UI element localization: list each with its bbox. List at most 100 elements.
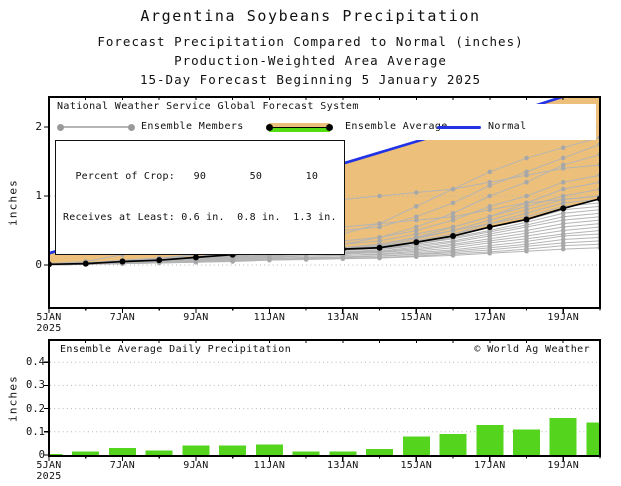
legend-ensemble-members-label: Ensemble Members xyxy=(141,121,244,132)
ensemble-member-dot xyxy=(560,214,566,219)
copyright-label: © World Ag Weather xyxy=(474,344,590,355)
ensemble-member-dot xyxy=(560,237,566,242)
daily-precip-bar xyxy=(292,451,320,455)
ensemble-member-dot xyxy=(377,224,382,230)
y-tick-label: 0.1 xyxy=(26,425,45,438)
normal-glyph xyxy=(437,125,481,129)
subtitle-area-average: Production-Weighted Area Average xyxy=(174,53,447,68)
ensemble-member-dot xyxy=(414,217,419,223)
x-tick-label: 15JAN xyxy=(400,312,433,323)
ensemble-member-dot xyxy=(230,259,235,264)
x-tick-label: 5JAN xyxy=(36,312,62,323)
ensemble-average-dot xyxy=(376,244,383,251)
daily-precip-bar xyxy=(108,448,136,455)
ensemble-member-dot xyxy=(487,179,493,185)
ensemble-member-dot xyxy=(414,228,419,233)
ensemble-member-dot xyxy=(524,173,529,178)
ensemble-member-dot xyxy=(560,228,566,233)
y-tick-label: 2 xyxy=(35,120,42,133)
y-tick-label: 0.4 xyxy=(26,356,45,369)
ensemble-member-dot xyxy=(414,204,419,209)
x-tick-label: 7JAN xyxy=(109,312,136,323)
ensemble-member-dot xyxy=(414,190,419,195)
ensemble-member-dot xyxy=(560,224,566,230)
daily-precip-bar xyxy=(366,449,394,455)
legend-normal-label: Normal xyxy=(488,121,527,132)
ensemble-member-dot xyxy=(560,155,566,161)
ensemble-member-dot xyxy=(560,217,566,223)
ensemble-member-dot xyxy=(524,179,529,185)
ensemble-member-dot xyxy=(524,248,529,254)
ensemble-member-dot xyxy=(267,257,272,263)
ensemble-member-dot xyxy=(560,200,566,206)
x-tick-label: 9JAN xyxy=(183,460,209,471)
ensemble-member-dot xyxy=(524,210,529,216)
daily-precip-bar xyxy=(329,451,357,455)
ensemble-member-dot xyxy=(560,179,566,185)
y-tick-label: 0 xyxy=(35,258,42,271)
ensemble-average-glyph xyxy=(269,122,330,132)
x-tick-year-label: 2025 xyxy=(36,471,62,482)
y-tick-label: 1 xyxy=(35,189,42,202)
x-tick-label: 9JAN xyxy=(183,312,209,323)
ensemble-member-dot xyxy=(487,193,493,199)
ensemble-members-glyph xyxy=(60,126,133,128)
crop-percent-line: Percent of Crop: 90 50 10 xyxy=(63,171,319,182)
x-tick-year-label: 2025 xyxy=(36,323,62,334)
ensemble-member-dot xyxy=(487,207,493,213)
ensemble-member-dot xyxy=(524,193,529,199)
daily-precip-bar xyxy=(219,445,247,455)
daily-precip-bar xyxy=(476,424,504,455)
x-tick-label: 5JAN xyxy=(36,460,62,471)
ensemble-members-glyph-dot-right xyxy=(128,123,135,131)
ensemble-member-line xyxy=(49,240,600,265)
ensemble-member-dot xyxy=(487,217,493,223)
ensemble-member-dot xyxy=(524,204,529,209)
ensemble-member-dot xyxy=(450,224,456,230)
ensemble-member-dot xyxy=(487,183,493,188)
y-tick-label: 0 xyxy=(38,449,45,461)
ensemble-average-dot xyxy=(192,254,199,261)
ensemble-average-glyph-dot-right xyxy=(326,123,333,131)
ensemble-average-dot xyxy=(523,216,530,223)
ensemble-member-dot xyxy=(193,259,199,265)
bottom-chart-title: Ensemble Average Daily Precipitation xyxy=(60,344,292,355)
ensemble-member-dot xyxy=(524,169,529,175)
ensemble-member-dot xyxy=(560,246,566,252)
ensemble-member-dot xyxy=(524,200,529,206)
x-tick-label: 11JAN xyxy=(253,460,286,471)
x-tick-label: 19JAN xyxy=(547,312,580,323)
ensemble-average-dot xyxy=(486,224,493,231)
ensemble-member-dot xyxy=(524,155,529,161)
ensemble-average-dot xyxy=(560,205,567,212)
daily-precip-bar xyxy=(145,450,173,455)
x-tick-label: 15JAN xyxy=(400,460,433,471)
ensemble-member-dot xyxy=(487,214,493,219)
axis-frame xyxy=(48,96,601,309)
axis-frame xyxy=(48,339,601,457)
ensemble-member-dot xyxy=(450,200,456,206)
x-tick-label: 13JAN xyxy=(327,312,359,323)
ensemble-member-dot xyxy=(414,235,419,240)
ensemble-member-dot xyxy=(560,162,566,168)
ensemble-member-line xyxy=(49,233,600,265)
x-tick-label: 7JAN xyxy=(109,460,136,471)
ensemble-member-dot xyxy=(450,217,456,223)
ensemble-member-dot xyxy=(560,186,566,192)
nws-source-label: National Weather Service Global Forecast… xyxy=(57,101,359,112)
ensemble-member-dot xyxy=(560,210,566,216)
daily-precip-bar xyxy=(49,453,63,455)
legend-background xyxy=(50,104,596,140)
ensemble-member-dot xyxy=(560,145,566,150)
ensemble-member-dot xyxy=(450,214,456,219)
ensemble-member-dot xyxy=(377,193,382,199)
daily-precip-bar xyxy=(402,436,430,455)
ensemble-member-dot xyxy=(450,210,456,216)
ensemble-member-dot xyxy=(340,256,346,262)
daily-bars-group xyxy=(49,417,600,455)
x-tick-label: 11JAN xyxy=(253,312,286,323)
ensemble-member-dot xyxy=(524,207,529,213)
daily-precip-bar xyxy=(549,417,577,455)
daily-precip-bar xyxy=(512,429,540,455)
